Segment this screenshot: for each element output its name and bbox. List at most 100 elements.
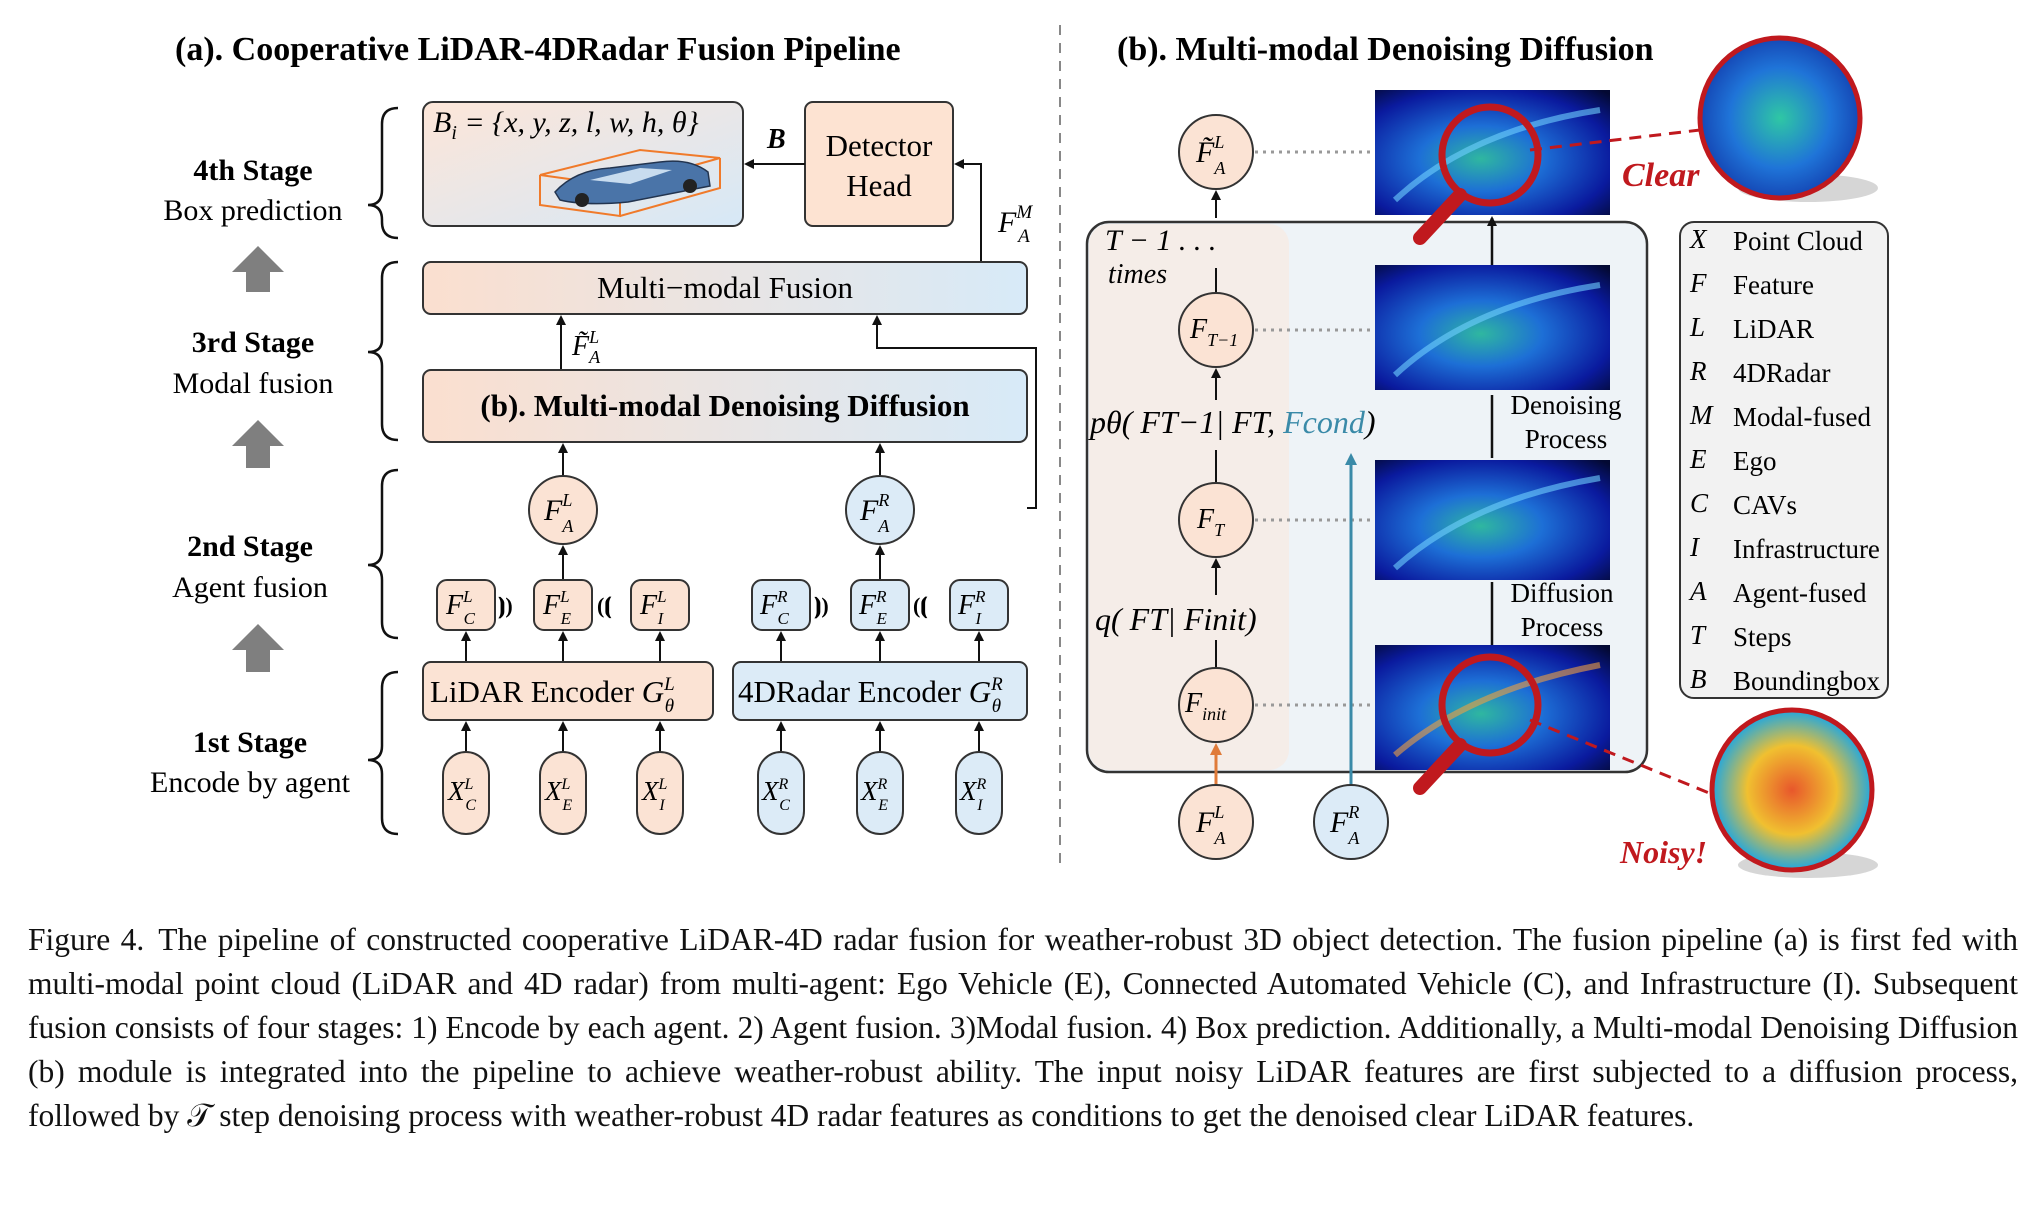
figure-4-diagram: (a). Cooperative LiDAR-4DRadar Fusion Pi… [150, 25, 1889, 878]
node-f-t [1178, 482, 1254, 558]
legend-text-10: Boundingbox [1733, 666, 1881, 696]
stage-3-desc: Modal fusion [173, 367, 334, 400]
radar-agent-fused-node [845, 475, 915, 545]
stage-arrow-3-4 [232, 246, 284, 292]
legend-sym-9: T [1690, 620, 1707, 650]
diffusion-module-box [422, 369, 1028, 443]
caption-label: Figure 4. [28, 922, 145, 957]
stage-2-name: 2nd Stage [187, 530, 313, 563]
node-lidar-input [1178, 784, 1254, 860]
denoising-label-2: Process [1525, 424, 1608, 454]
detector-head-box [804, 101, 954, 227]
legend-text-2: LiDAR [1733, 314, 1814, 344]
arrow-radar-to-fusion [872, 315, 1037, 509]
loop-label-2: times [1108, 259, 1167, 290]
caption-text: The pipeline of constructed cooperative … [28, 922, 2018, 1133]
svg-text:⦘): ⦘) [814, 593, 829, 619]
lidar-encoder-label: LiDAR Encoder GL θ [430, 674, 675, 717]
diffusion-label-1: Diffusion [1510, 578, 1614, 608]
legend-text-5: Ego [1733, 446, 1777, 476]
legend-text-7: Infrastructure [1733, 534, 1880, 564]
zoom-noisy-link [1529, 718, 1715, 797]
legend-text-0: Point Cloud [1733, 226, 1863, 256]
legend-sym-6: C [1690, 488, 1709, 518]
legend-sym-3: R [1689, 356, 1707, 386]
magnifier-top-icon [1413, 103, 1542, 245]
node-f-t-minus-1 [1178, 292, 1254, 368]
bbox-formula-symbol: B [433, 106, 451, 139]
lidar-agent-features: FL C FL E FL I ⦘) (⦗ [436, 579, 690, 631]
legend-sym-4: M [1689, 400, 1714, 430]
clear-label: Clear [1622, 157, 1700, 194]
multimodal-fusion-label: Multi−modal Fusion [597, 270, 854, 305]
panel-b-title: (b). Multi-modal Denoising Diffusion [1117, 31, 1654, 68]
denoising-label-1: Denoising [1511, 390, 1622, 420]
q-label: q( FT| Finit) [1095, 601, 1257, 637]
stage-1-desc: Encode by agent [150, 766, 351, 799]
magnifier-bottom-icon [1413, 653, 1542, 795]
detector-head-line2: Head [846, 168, 912, 203]
node-denoised-lidar [1178, 114, 1254, 190]
node-f-init [1178, 667, 1254, 743]
legend-sym-5: E [1689, 444, 1707, 474]
radar-encoder-label: 4DRadar Encoder GR θ [738, 674, 1003, 717]
stage-4-desc: Box prediction [163, 194, 342, 227]
stage-arrow-2-3 [232, 420, 284, 468]
legend-sym-10: B [1690, 664, 1707, 694]
zoom-clear-circle [1697, 35, 1863, 201]
arrow-label-b: B [766, 124, 786, 155]
radar-point-clouds: XR C XR E XR I [757, 751, 1003, 835]
svg-text:⦘): ⦘) [498, 593, 513, 619]
radar-agent-features: FR C FR E FR I ⦘) (⦗ [751, 579, 1009, 631]
bbox-formula-sub: i [451, 122, 457, 144]
noisy-label: Noisy! [1619, 834, 1707, 870]
legend-sym-2: L [1689, 312, 1705, 342]
diffusion-label-2: Process [1521, 612, 1604, 642]
lidar-map-step-t1 [1375, 265, 1610, 390]
bbox-formula-rest: = {x, y, z, l, w, h, θ} [457, 106, 699, 139]
stage-4-name: 4th Stage [193, 154, 312, 187]
svg-text:(⦗: (⦗ [597, 593, 612, 619]
legend-text-6: CAVs [1733, 490, 1797, 520]
legend-sym-8: A [1688, 576, 1707, 606]
node-radar-condition [1313, 784, 1389, 860]
legend-sym-7: I [1689, 532, 1701, 562]
diffusion-chain: F̃L A T − 1 . . . times FT−1 pθ( FT−1| FT… [1088, 114, 1389, 860]
stage-3-name: 3rd Stage [192, 326, 315, 359]
p-theta-label: pθ( FT−1| FT, Fcond) [1088, 404, 1375, 440]
figure-caption: Figure 4. The pipeline of constructed coo… [28, 918, 2018, 1138]
legend-text-4: Modal-fused [1733, 402, 1871, 432]
lidar-map-noisy [1375, 645, 1610, 770]
lidar-agent-fused-node [528, 475, 598, 545]
legend-text-1: Feature [1733, 270, 1814, 300]
lidar-feature-maps [1375, 90, 1610, 770]
legend-sym-0: X [1689, 224, 1708, 254]
stage-1-name: 1st Stage [193, 726, 307, 759]
lidar-point-clouds: XL C XL E XL I [442, 751, 684, 835]
car-bbox-illustration [539, 148, 721, 218]
diffusion-module-label: (b). Multi-modal Denoising Diffusion [480, 388, 969, 423]
lidar-map-step-t [1375, 460, 1610, 580]
loop-label-1: T − 1 . . . [1105, 224, 1216, 257]
legend-text-9: Steps [1733, 622, 1792, 652]
stage-arrow-1-2 [232, 624, 284, 672]
svg-text:Bi = {x, y, z, l, w, h, θ}: Bi = {x, y, z, l, w, h, θ} [433, 106, 699, 144]
zoom-clear-link [1529, 128, 1701, 152]
legend-sym-1: F [1689, 268, 1707, 298]
stage-labels: 4th Stage Box prediction 3rd Stage Modal… [150, 154, 351, 799]
stage-braces [367, 106, 399, 836]
panel-a-title: (a). Cooperative LiDAR-4DRadar Fusion Pi… [175, 31, 901, 68]
detector-head-line1: Detector [826, 128, 933, 163]
arrow-fusion-to-head [954, 159, 982, 262]
legend-box [1679, 221, 1889, 699]
point-cloud-arrows [461, 721, 984, 752]
bbox-formula: Bi = {x, y, z, l, w, h, θ} [433, 106, 699, 144]
stage-2-desc: Agent fusion [172, 571, 328, 604]
legend-text-8: Agent-fused [1733, 578, 1867, 608]
svg-text:(⦗: (⦗ [913, 593, 928, 619]
radar-encoder-box [732, 661, 1028, 721]
encoder-to-feature-arrows [461, 631, 984, 662]
denoised-lidar-label: F̃L A [571, 327, 601, 367]
multimodal-fusion-box [422, 261, 1028, 315]
lidar-encoder-box [422, 661, 714, 721]
